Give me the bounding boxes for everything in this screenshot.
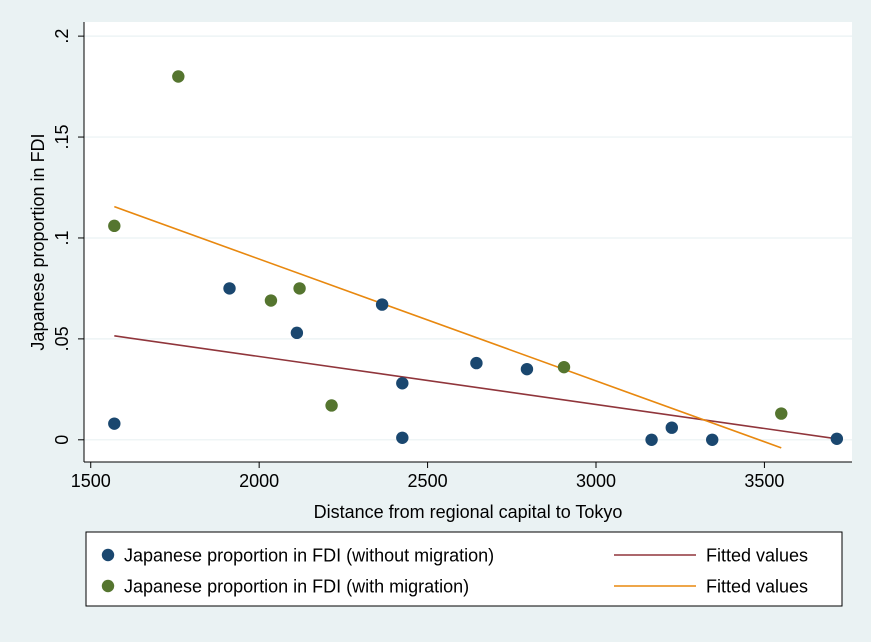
legend-label: Fitted values — [706, 577, 808, 597]
point-without-migration — [830, 432, 844, 445]
y-tick-label: .1 — [52, 230, 72, 245]
y-axis-label: Japanese proportion in FDI — [28, 133, 48, 350]
point-with-migration — [775, 407, 788, 420]
point-without-migration — [706, 433, 719, 446]
x-tick-label: 3500 — [744, 471, 784, 491]
point-without-migration — [645, 433, 658, 446]
legend-label: Japanese proportion in FDI (with migrati… — [124, 577, 469, 597]
y-tick-label: 0 — [52, 435, 72, 445]
legend-label: Japanese proportion in FDI (without migr… — [124, 546, 494, 566]
y-tick-label: .2 — [52, 29, 72, 44]
point-with-migration — [325, 399, 338, 412]
y-tick-label: .05 — [52, 326, 72, 351]
point-without-migration — [520, 362, 534, 376]
point-without-migration — [108, 417, 121, 430]
point-without-migration — [396, 377, 409, 390]
series-layer — [108, 70, 844, 449]
x-tick-label: 1500 — [71, 471, 111, 491]
plot-background — [84, 22, 852, 462]
point-with-migration — [293, 282, 306, 295]
x-tick-label: 2500 — [408, 471, 448, 491]
point-with-migration — [264, 294, 278, 307]
point-with-migration — [172, 70, 185, 83]
point-without-migration — [396, 431, 409, 444]
x-axis-label: Distance from regional capital to Tokyo — [314, 502, 623, 522]
y-axis-ticks: 0 .05 .1 .15 .2 — [52, 29, 84, 445]
y-tick-label: .15 — [52, 125, 72, 150]
grid-lines — [84, 35, 852, 441]
point-without-migration — [375, 298, 389, 311]
point-without-migration — [470, 356, 483, 370]
point-with-migration — [108, 219, 121, 233]
x-axis-ticks: 1500 2000 2500 3000 3500 — [71, 462, 784, 491]
point-with-migration — [557, 360, 571, 374]
legend-marker-dot — [101, 548, 115, 562]
legend: Japanese proportion in FDI (without migr… — [101, 546, 808, 597]
legend-label: Fitted values — [706, 546, 808, 566]
fitted-line — [114, 335, 837, 440]
x-tick-label: 3000 — [576, 471, 616, 491]
legend-box — [85, 531, 843, 607]
point-without-migration — [665, 421, 678, 434]
fitted-line — [114, 205, 782, 449]
legend-marker-dot — [101, 579, 115, 593]
x-tick-label: 2000 — [239, 471, 279, 491]
point-without-migration — [223, 282, 236, 295]
point-without-migration — [290, 326, 304, 340]
